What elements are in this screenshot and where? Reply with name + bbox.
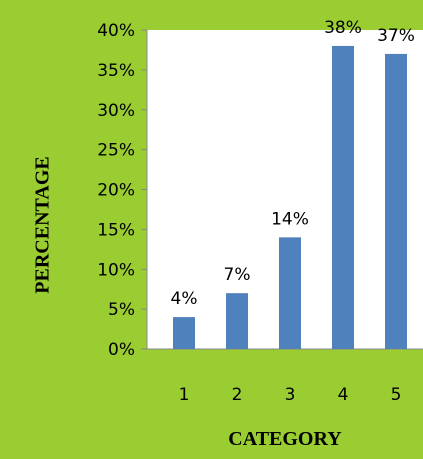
x-tick-label: 4 — [338, 385, 349, 405]
y-tick-label: 15% — [97, 220, 135, 240]
bar — [279, 237, 301, 349]
data-label: 7% — [224, 265, 251, 285]
bar — [173, 317, 195, 349]
x-tick-label: 1 — [179, 385, 190, 405]
y-tick-label: 20% — [97, 181, 135, 201]
bar — [385, 53, 407, 350]
x-tick-label: 3 — [285, 385, 296, 405]
y-tick-label: 25% — [97, 141, 135, 161]
x-tick-label: 2 — [232, 385, 243, 405]
y-tick-label: 10% — [97, 260, 135, 280]
y-tick-label: 30% — [97, 101, 135, 121]
bar — [332, 45, 354, 349]
data-label: 38% — [324, 18, 362, 38]
y-tick-label: 5% — [108, 300, 135, 320]
y-tick-label: 40% — [97, 21, 135, 41]
x-tick-label: 5 — [391, 385, 402, 405]
y-tick-label: 35% — [97, 61, 135, 81]
data-label: 14% — [271, 209, 309, 229]
y-tick-label: 0% — [108, 340, 135, 360]
data-label: 37% — [377, 26, 415, 46]
bar — [226, 293, 248, 349]
x-axis-label: CATEGORY — [228, 428, 342, 450]
data-label: 4% — [171, 289, 198, 309]
